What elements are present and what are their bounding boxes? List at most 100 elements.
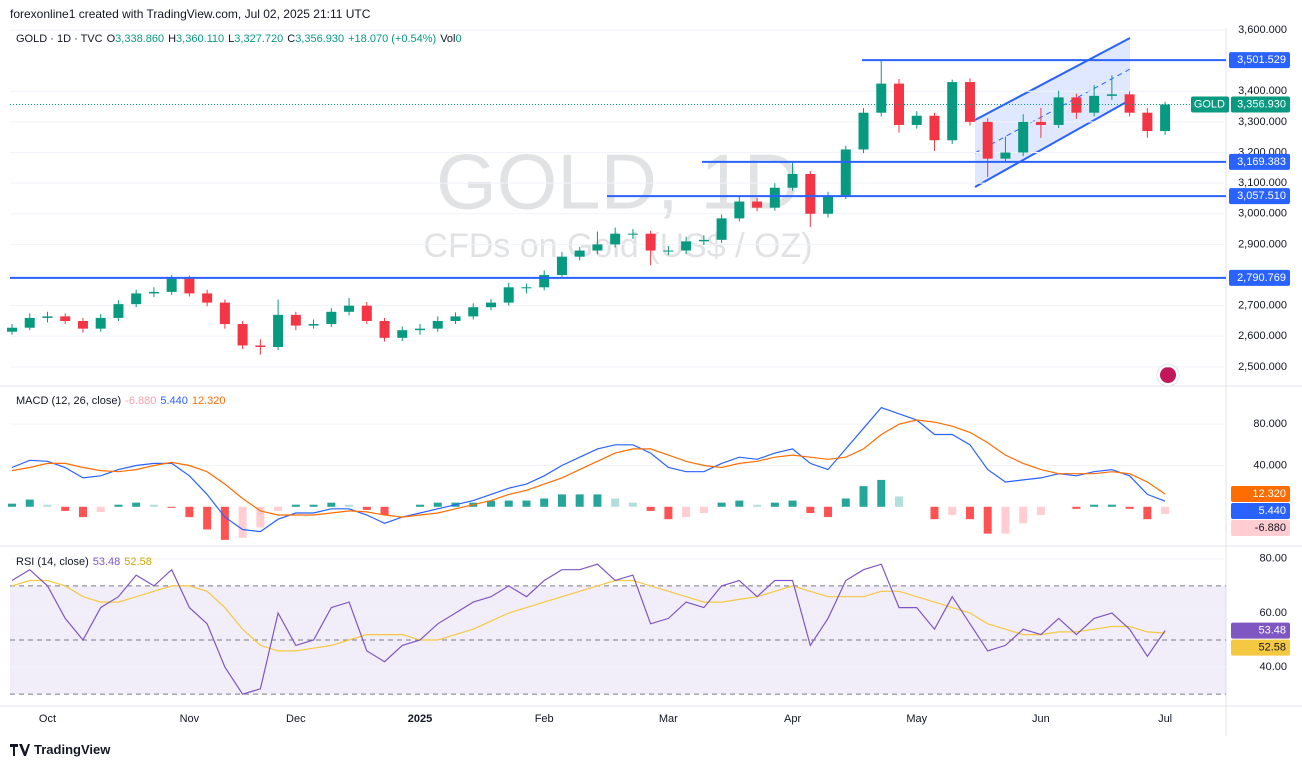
histogram-bar [717,502,726,507]
histogram-bar [895,496,903,507]
candle-body [237,324,248,346]
candle-body [556,256,567,276]
y-tick-label: 60.00 [1259,607,1287,619]
y-tick-label: 80.00 [1259,553,1287,565]
candle-body [610,233,621,245]
histogram-bar [1019,506,1028,524]
candle-body [592,244,603,251]
candle-body [326,311,337,325]
histogram-bar [149,504,158,507]
y-tick-label: 40.00 [1259,661,1287,673]
candle-body [290,314,301,326]
histogram-bar [8,503,16,507]
candle-body [450,316,461,321]
candle-body [397,330,408,338]
candle-body [113,304,124,318]
signal-line [11,419,1166,518]
histogram-bar [682,506,691,518]
legend-change: +18.070 (+0.54%) [348,33,437,45]
candle-body [858,112,869,150]
rsi-legend: RSI (14, close) 53.48 52.58 [16,556,152,568]
histogram-bar [770,502,779,507]
histogram-bar [628,502,637,507]
x-tick-label: 2025 [408,713,432,725]
candle-body [1018,121,1029,153]
candle-body [574,250,585,257]
histogram-bar [256,506,265,528]
x-tick-label: Apr [784,713,801,725]
histogram-bar [380,506,389,516]
histogram-bar [504,500,513,507]
histogram-bar [1125,506,1134,509]
x-tick-label: Feb [535,713,554,725]
price-badge-label: 3,501.529 [1237,54,1286,66]
histogram-bar [167,506,176,508]
price-badge [1229,188,1290,205]
candle-body [1160,104,1171,132]
histogram-bar [965,506,974,520]
candle-body [184,278,195,294]
legend-item: L3,327.720 [228,33,283,45]
candle-body [166,278,177,292]
histogram-bar [362,506,371,510]
histogram-bar [664,506,673,520]
legend-value: 3,356.930 [295,33,345,45]
y-tick-label: 80.000 [1253,418,1287,430]
channel-upper [974,37,1131,121]
y-tick-label: 3,000.000 [1238,208,1287,220]
histogram-bar [522,500,531,507]
candle-body [627,233,638,235]
candle-body [787,173,798,188]
histogram-bar [753,504,762,507]
candle-body [131,293,142,305]
histogram-bar [114,504,123,507]
candle-body [521,287,532,289]
candle-body [964,82,975,122]
candle-body [361,305,372,321]
y-tick-label: 3,300.000 [1238,116,1287,128]
x-tick-label: Jun [1032,713,1050,725]
legend-key: C [287,33,296,45]
histogram-bar [1036,506,1045,516]
histogram-bar [203,506,212,530]
y-tick-label: 3,100.000 [1238,177,1287,189]
footer: TradingView [10,742,110,757]
histogram-bar [575,494,584,507]
histogram-bar [309,504,318,507]
histogram-bar [132,502,141,507]
histogram-bar [433,502,442,507]
rsi-value: 53.48 [92,556,121,568]
price-badge [1229,269,1290,286]
histogram-bar [345,504,354,507]
candle-body [1000,152,1011,159]
price-badge-label: 3,057.510 [1237,190,1286,202]
histogram-bar [557,494,566,507]
candle-body [42,316,53,318]
histogram-bar [61,506,70,511]
histogram-bar [877,479,886,507]
histogram-bar [593,494,602,507]
histogram-bar [220,506,229,540]
candle-body [308,324,319,326]
candle-body [876,83,887,113]
signal-value: 12.320 [191,395,226,407]
y-tick-label: 3,400.000 [1238,85,1287,97]
candle-body [432,320,443,329]
watermark-subtitle: CFDs on Gold (US$ / OZ) [423,227,812,265]
histogram-bar [1107,504,1116,507]
footer-text: TradingView [34,742,111,757]
legend-key: L [228,33,235,45]
candle-body [202,293,213,303]
macd-value: 5.440 [160,395,188,407]
candle-body [415,328,426,331]
price-badge [1231,486,1290,503]
price-badge-label: 3,356.930 [1237,98,1286,110]
channel-lower [974,99,1131,188]
candle-body [273,314,284,348]
histogram-bar [841,498,850,507]
candle-body [379,320,390,338]
candle-body [947,82,958,141]
candle-body [1035,121,1046,125]
